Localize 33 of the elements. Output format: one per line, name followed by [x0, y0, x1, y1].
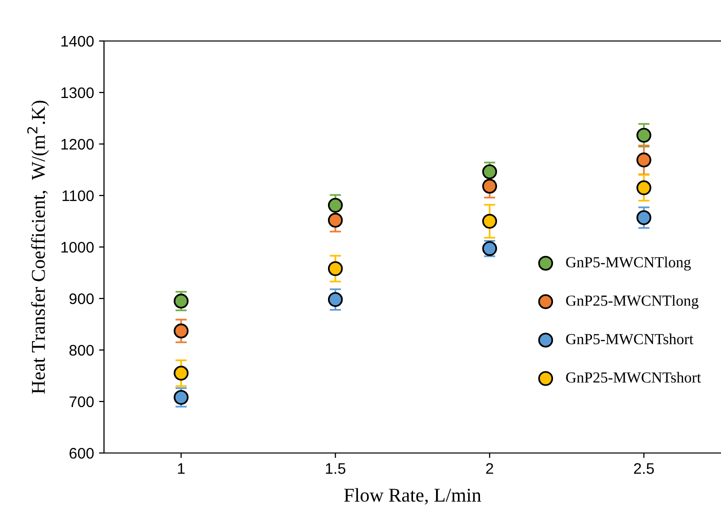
point — [328, 212, 343, 228]
point — [328, 198, 343, 213]
legend-label: GnP25-MWCNTlong — [566, 295, 698, 309]
y-tick-label: 1000 — [61, 242, 94, 253]
y-tick-label: 600 — [70, 448, 94, 459]
point — [328, 292, 343, 307]
point — [636, 128, 652, 143]
x-axis-title: Flow Rate, L/min — [344, 488, 482, 505]
x-tick-label: 1.5 — [326, 463, 346, 474]
point — [482, 214, 498, 229]
point — [482, 178, 498, 194]
x-tick-label: 2.5 — [634, 463, 654, 474]
y-tick-label: 700 — [70, 396, 94, 408]
point — [174, 294, 189, 308]
y-axis-title: Heat Transfer Coefficient, W/(m$^{2}$.K) — [27, 100, 49, 394]
x-tick-label: 1 — [178, 463, 185, 474]
legend-label: GnP5-MWCNTshort — [566, 334, 694, 344]
y-tick-label: 1200 — [61, 138, 94, 150]
y-tick-label: 1400 — [61, 36, 94, 47]
point — [636, 210, 652, 226]
y-tick-label: 1300 — [61, 87, 94, 98]
point — [174, 366, 189, 381]
legend-label: GnP25-MWCNTshort — [566, 372, 701, 383]
point — [636, 180, 652, 196]
point — [328, 261, 343, 276]
y-tick-label: 800 — [69, 344, 94, 356]
x-tick-label: 2 — [486, 463, 494, 474]
legend-label: GnP5-MWCNTlong — [566, 256, 691, 271]
point — [636, 152, 652, 168]
point — [174, 324, 189, 338]
y-tick-label: 1100 — [62, 190, 94, 202]
y-tick-label: 900 — [70, 293, 94, 304]
point — [482, 164, 498, 180]
